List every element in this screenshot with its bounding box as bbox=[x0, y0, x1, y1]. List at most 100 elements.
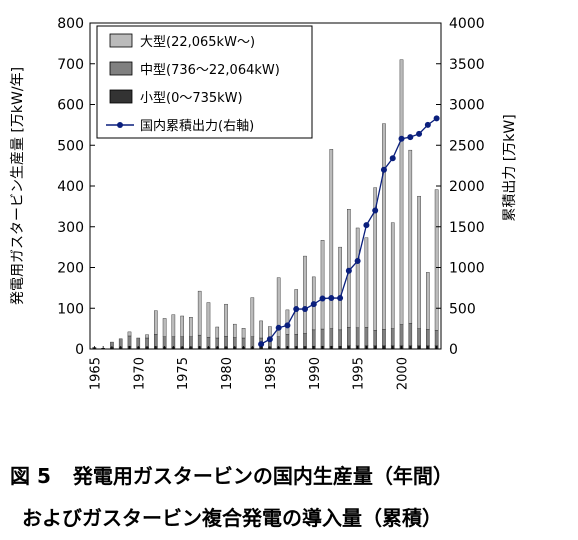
cumulative-point-1992 bbox=[328, 295, 335, 302]
bar-large-1993 bbox=[338, 246, 342, 331]
bar-medium-1999 bbox=[390, 328, 395, 346]
bar-large-1981 bbox=[232, 323, 237, 338]
figure-label: 図 5 bbox=[10, 464, 51, 488]
bar-medium-2004 bbox=[434, 330, 439, 346]
cumulative-point-2003 bbox=[424, 121, 431, 128]
bar-medium-1986 bbox=[276, 336, 281, 348]
bar-large-1984 bbox=[259, 320, 263, 339]
bar-large-1999 bbox=[390, 222, 395, 329]
bar-large-1989 bbox=[303, 255, 307, 334]
cumulative-point-1995 bbox=[354, 257, 361, 264]
legend-swatch-small bbox=[109, 89, 133, 104]
bar-large-1979 bbox=[215, 326, 220, 339]
legend-label-cumulative: 国内累積出力(右軸) bbox=[140, 118, 254, 134]
bar-medium-1974 bbox=[171, 336, 176, 348]
cumulative-point-2004 bbox=[433, 115, 440, 122]
right-tick-label-2000: 2000 bbox=[449, 179, 485, 195]
x-tick-label-1970: 1970 bbox=[132, 357, 147, 390]
cumulative-point-1994 bbox=[345, 267, 352, 274]
bar-large-1973 bbox=[162, 318, 167, 337]
bar-medium-1997 bbox=[373, 330, 377, 346]
bar-large-1977 bbox=[197, 290, 202, 336]
bar-large-1980 bbox=[224, 303, 228, 337]
cumulative-point-1987 bbox=[284, 322, 291, 329]
bar-medium-1990 bbox=[311, 329, 316, 347]
bar-large-1976 bbox=[189, 317, 193, 337]
bar-large-1998 bbox=[382, 123, 386, 330]
bar-medium-1975 bbox=[180, 336, 184, 348]
bar-medium-1995 bbox=[355, 327, 360, 346]
bar-large-1972 bbox=[154, 310, 158, 335]
left-tick-label-100: 100 bbox=[57, 301, 84, 317]
bar-large-2000 bbox=[399, 59, 404, 325]
legend-label-medium: 中型(736～22,064kW) bbox=[140, 63, 280, 78]
left-tick-label-300: 300 bbox=[57, 220, 84, 236]
x-tick-label-1990: 1990 bbox=[308, 357, 323, 390]
bar-medium-1970 bbox=[136, 337, 141, 348]
bar-medium-1993 bbox=[338, 329, 342, 347]
bar-medium-1976 bbox=[189, 336, 193, 348]
bar-medium-1996 bbox=[364, 327, 369, 346]
right-axis-ticks: 0 500 1000 1500 2000 2500 3000 3500 4000 bbox=[436, 16, 485, 358]
bar-medium-2000 bbox=[399, 324, 404, 346]
cumulative-point-1984 bbox=[258, 341, 265, 348]
bar-medium-1978 bbox=[206, 336, 211, 348]
bar-large-1975 bbox=[180, 315, 184, 337]
x-tick-label-2000: 2000 bbox=[396, 357, 411, 390]
bar-medium-1980 bbox=[224, 336, 228, 348]
bar-medium-1981 bbox=[232, 337, 237, 348]
bar-large-1992 bbox=[329, 149, 334, 329]
bar-medium-2002 bbox=[417, 328, 421, 346]
left-tick-label-0: 0 bbox=[75, 342, 84, 358]
right-tick-label-2500: 2500 bbox=[449, 138, 485, 154]
bar-large-1991 bbox=[320, 239, 325, 330]
cumulative-point-2001 bbox=[407, 134, 414, 141]
right-tick-label-4000: 4000 bbox=[449, 16, 485, 32]
right-tick-label-3000: 3000 bbox=[449, 98, 485, 114]
legend-swatch-medium bbox=[109, 61, 133, 76]
figure-caption-line2: およびガスタービン複合発電の導入量（累積） bbox=[0, 502, 578, 531]
cumulative-point-1990 bbox=[310, 301, 317, 308]
left-tick-label-400: 400 bbox=[57, 179, 84, 195]
bar-large-2003 bbox=[426, 272, 430, 330]
left-tick-label-800: 800 bbox=[57, 16, 84, 32]
bar-large-1995 bbox=[355, 227, 360, 329]
cumulative-point-2000 bbox=[398, 135, 405, 142]
bar-medium-1972 bbox=[154, 334, 158, 347]
right-tick-label-3500: 3500 bbox=[449, 57, 485, 73]
figure-caption-line1: 図 5 発電用ガスタービンの国内生産量（年間） bbox=[0, 460, 578, 489]
bar-large-2002 bbox=[417, 195, 421, 329]
bar-large-1996 bbox=[364, 237, 369, 328]
bar-medium-1983 bbox=[250, 336, 255, 348]
bar-medium-1973 bbox=[162, 336, 167, 348]
x-axis-ticks: 1965 1970 1975 1980 1985 1990 1995 2000 bbox=[88, 346, 438, 390]
bar-large-1986 bbox=[276, 277, 281, 337]
cumulative-line-group bbox=[258, 115, 440, 348]
bar-medium-2001 bbox=[408, 323, 413, 346]
right-tick-label-1500: 1500 bbox=[449, 220, 485, 236]
cumulative-point-1991 bbox=[319, 295, 326, 302]
bar-large-1997 bbox=[373, 187, 377, 331]
legend-swatch-large bbox=[109, 33, 133, 48]
left-axis-ticks: 0 100 200 300 400 500 600 700 800 bbox=[57, 16, 95, 358]
left-tick-label-600: 600 bbox=[57, 98, 84, 114]
left-tick-label-700: 700 bbox=[57, 57, 84, 73]
legend-marker-cumulative bbox=[117, 122, 123, 128]
right-tick-label-1000: 1000 bbox=[449, 261, 485, 277]
bar-medium-1991 bbox=[320, 328, 325, 347]
bar-medium-1989 bbox=[303, 333, 307, 347]
bar-large-1982 bbox=[241, 328, 246, 339]
bar-medium-1992 bbox=[329, 328, 334, 347]
cumulative-point-1998 bbox=[380, 166, 387, 173]
bar-medium-1971 bbox=[145, 337, 149, 348]
bar-medium-2003 bbox=[426, 329, 430, 346]
left-tick-label-500: 500 bbox=[57, 138, 84, 154]
bar-group bbox=[92, 59, 439, 350]
caption-text-1: 発電用ガスタービンの国内生産量（年間） bbox=[72, 464, 453, 488]
bar-large-1974 bbox=[171, 314, 176, 337]
bar-large-2001 bbox=[408, 149, 413, 324]
x-tick-label-1985: 1985 bbox=[264, 357, 279, 390]
right-tick-label-500: 500 bbox=[449, 301, 476, 317]
bar-large-1969 bbox=[127, 331, 132, 337]
bar-large-2004 bbox=[434, 189, 439, 331]
